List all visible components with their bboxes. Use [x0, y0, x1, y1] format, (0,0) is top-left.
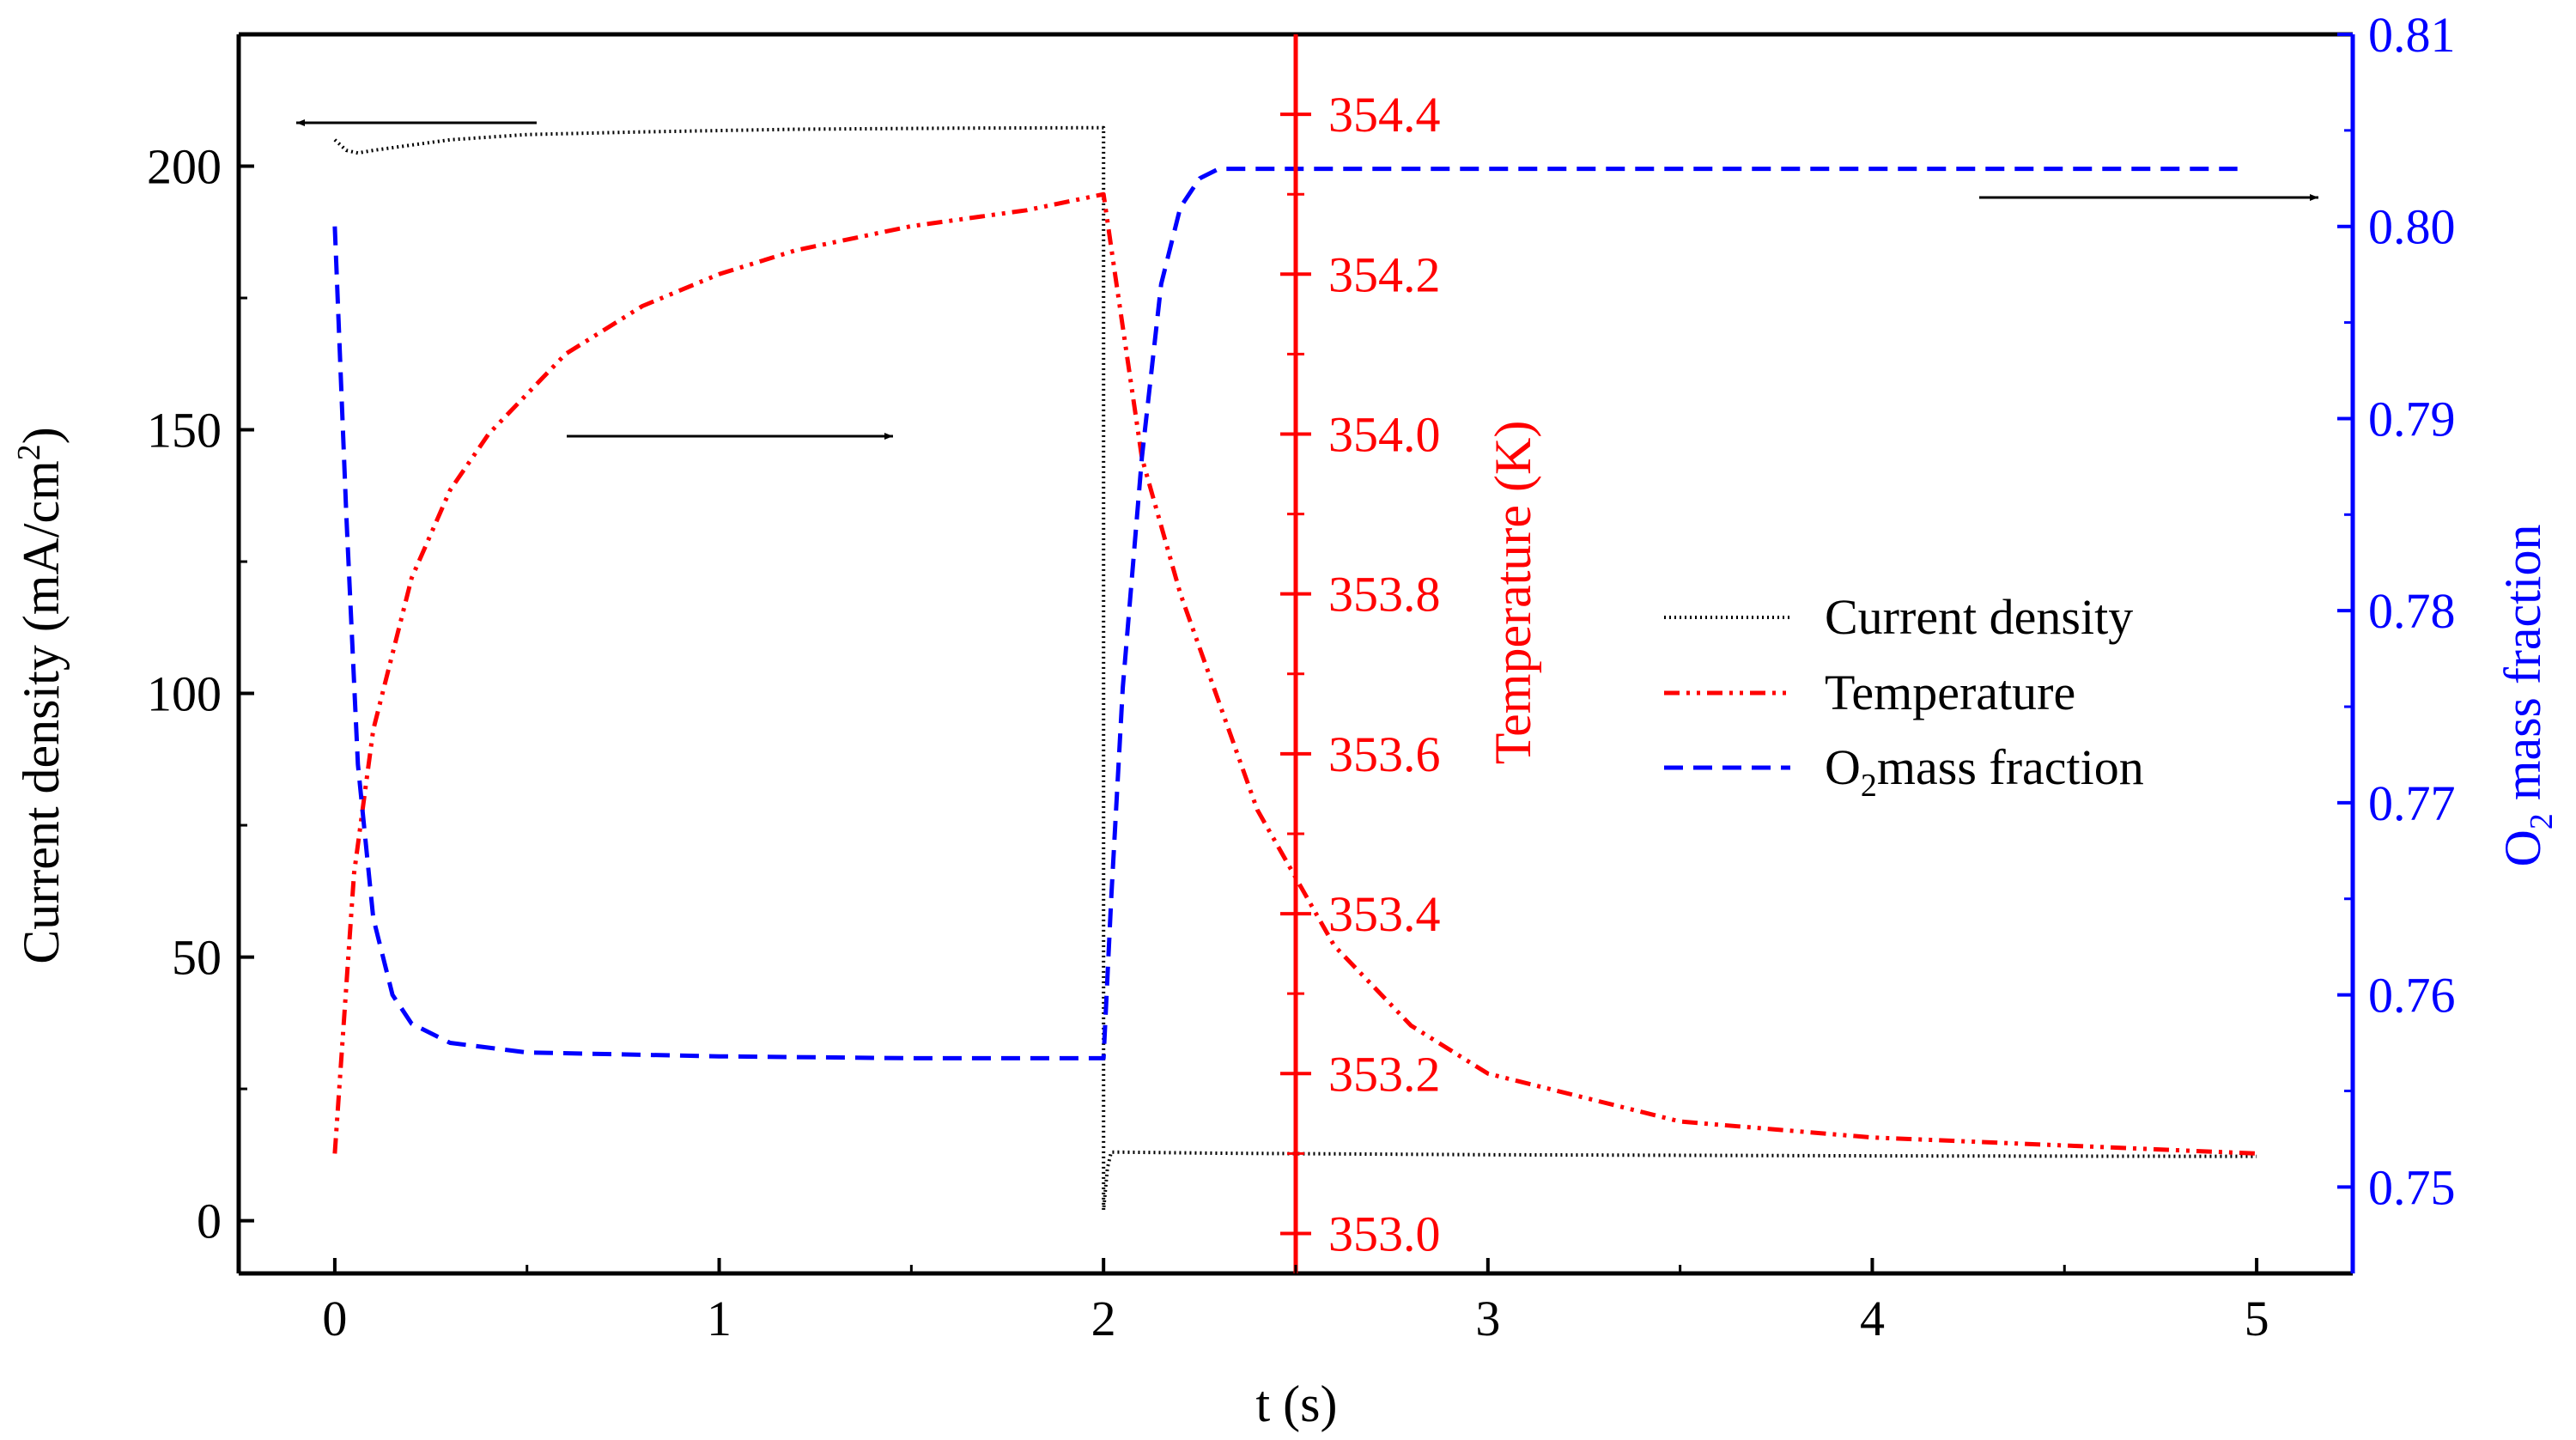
- series-line-temperature: [332, 191, 2257, 1156]
- ticks-layer: 0 1 2 3 4 5050100150200353.0353.2353.4353.635…: [147, 7, 2456, 1346]
- left-tick-label: 50: [172, 930, 222, 986]
- x-tick-label: 1: [707, 1291, 732, 1346]
- right-axis-label-prefix: O: [2494, 829, 2551, 866]
- temperature-tick-label: 353.8: [1328, 567, 1441, 623]
- legend-label-temperature: Temperature: [1825, 665, 2075, 720]
- temperature-tick-label: 353.6: [1328, 726, 1441, 782]
- left-axis-label-suffix: ): [13, 427, 70, 444]
- axes-layer: [236, 32, 2355, 1276]
- x-tick-label: 5: [2245, 1291, 2269, 1346]
- series-line-o2mass-fraction: [332, 167, 2238, 1060]
- temperature-tick-label: 354.4: [1328, 87, 1441, 143]
- series-layer: [332, 125, 2257, 1212]
- temperature-axis-label: Temperature (K): [1485, 421, 1541, 765]
- x-tick-label: 3: [1475, 1291, 1500, 1346]
- left-axis-label-sup: 2: [11, 444, 47, 460]
- legend-o2-sub: 2: [1861, 768, 1877, 804]
- left-tick-label: 200: [147, 139, 222, 195]
- right-tick-label: 0.78: [2368, 583, 2456, 639]
- series-line-current-density: [333, 125, 2257, 1212]
- left-axis-label-prefix: Current density (mA/cm: [13, 460, 70, 964]
- temperature-tick-label: 354.0: [1328, 406, 1441, 462]
- temperature-tick-label: 353.0: [1328, 1206, 1441, 1261]
- right-tick-label: 0.75: [2368, 1159, 2456, 1215]
- right-tick-label: 0.81: [2368, 7, 2456, 63]
- temperature-tick-label: 353.4: [1328, 886, 1441, 942]
- x-tick-label: 4: [1860, 1291, 1885, 1346]
- legend: Current density Temperature O2mass fract…: [1664, 589, 2144, 804]
- left-tick-label: 100: [147, 666, 222, 722]
- right-tick-label: 0.80: [2368, 199, 2456, 255]
- temperature-tick-label: 353.2: [1328, 1046, 1441, 1102]
- legend-label-o2-mass-fraction: O2mass fraction: [1825, 739, 2144, 804]
- right-axis-label: O2 mass fraction: [2494, 525, 2560, 867]
- legend-o2-rest: mass fraction: [1877, 739, 2144, 795]
- left-axis-label: Current density (mA/cm2): [11, 427, 70, 964]
- x-tick-label: 0: [322, 1291, 347, 1346]
- left-tick-label: 0: [197, 1194, 222, 1249]
- right-tick-label: 0.79: [2368, 391, 2456, 447]
- left-tick-label: 150: [147, 403, 222, 459]
- x-axis-label: t (s): [1256, 1376, 1338, 1432]
- legend-o2-letter: O: [1825, 739, 1861, 795]
- right-tick-label: 0.76: [2368, 968, 2456, 1024]
- x-tick-label: 2: [1091, 1291, 1116, 1346]
- right-axis-label-sub: 2: [2524, 813, 2560, 829]
- right-tick-label: 0.77: [2368, 775, 2456, 831]
- right-axis-label-suffix: mass fraction: [2494, 525, 2551, 814]
- legend-label-current-density: Current density: [1825, 589, 2133, 645]
- temperature-tick-label: 354.2: [1328, 246, 1441, 302]
